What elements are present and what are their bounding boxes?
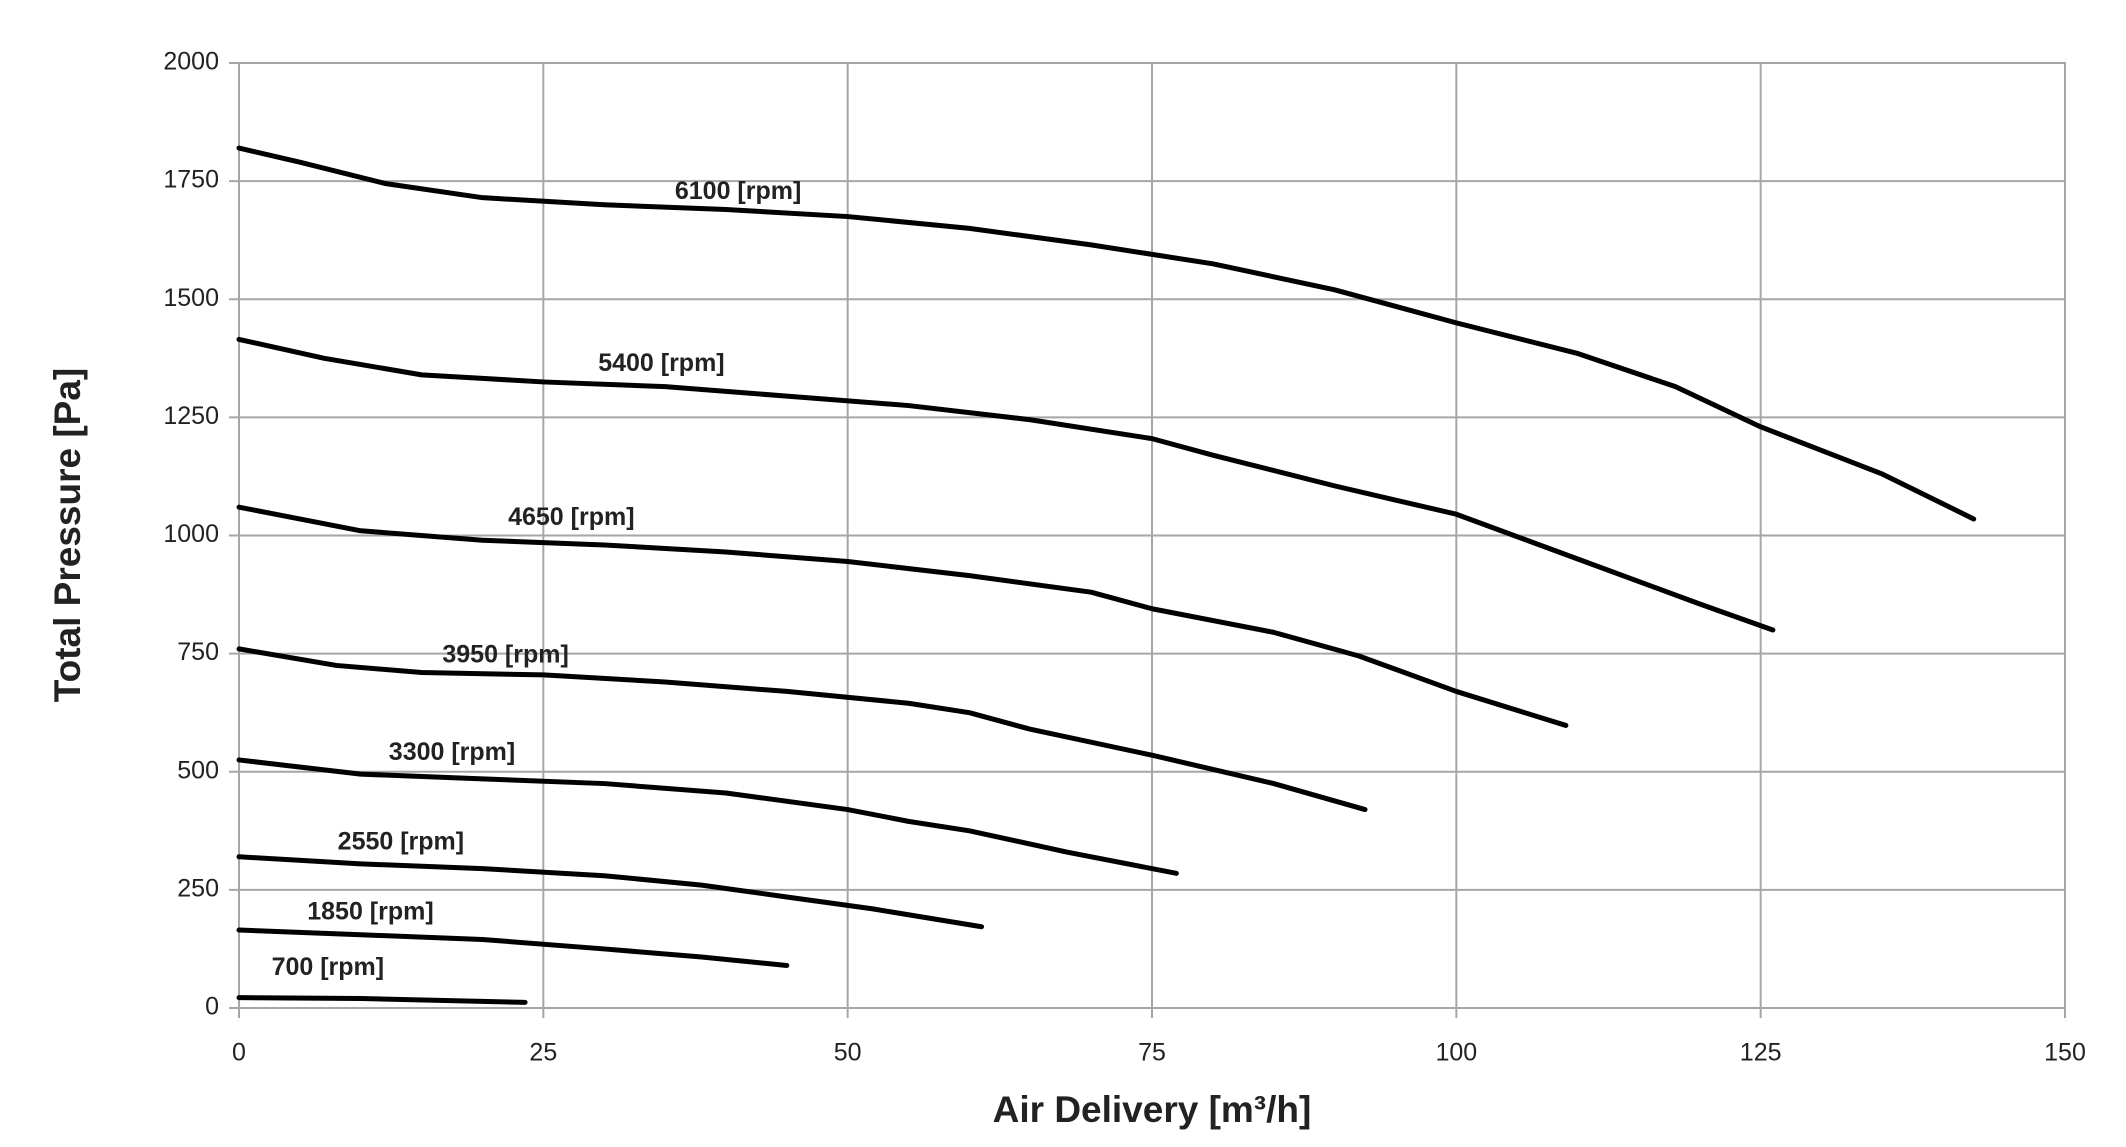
curve [236, 927, 790, 968]
series-label: 700 [rpm] [272, 953, 385, 981]
y-tick-label: 0 [205, 993, 219, 1021]
curve [236, 757, 1179, 876]
y-tick-label: 1000 [163, 520, 219, 548]
curve [236, 995, 528, 1005]
x-tick-label: 0 [232, 1039, 246, 1067]
curve [236, 646, 1368, 813]
series-label: 1850 [rpm] [307, 898, 433, 926]
y-tick-label: 250 [177, 874, 219, 902]
curve [236, 336, 1776, 633]
series-label: 3300 [rpm] [389, 738, 515, 766]
x-tick-label: 50 [834, 1039, 862, 1067]
curve [236, 145, 1977, 522]
x-tick-label: 25 [529, 1039, 557, 1067]
y-axis-title: Total Pressure [Pa] [47, 368, 88, 702]
x-tick-label: 75 [1138, 1039, 1166, 1067]
x-tick-label: 100 [1435, 1039, 1477, 1067]
series-label: 3950 [rpm] [442, 641, 568, 669]
y-tick-label: 1250 [163, 402, 219, 430]
x-tick-label: 125 [1740, 1039, 1782, 1067]
y-tick-label: 750 [177, 638, 219, 666]
series-label: 6100 [rpm] [675, 177, 801, 205]
plot-border [238, 62, 2066, 1009]
y-tick-label: 2000 [163, 48, 219, 76]
x-tick-label: 150 [2044, 1039, 2086, 1067]
series-label: 2550 [rpm] [338, 828, 464, 856]
y-tick-label: 1750 [163, 166, 219, 194]
x-axis-title: Air Delivery [m³/h] [993, 1089, 1312, 1130]
curve [236, 854, 985, 930]
y-tick-label: 1500 [163, 284, 219, 312]
series-label: 4650 [rpm] [508, 503, 634, 531]
curve [236, 504, 1569, 728]
y-tick-label: 500 [177, 756, 219, 784]
series-label: 5400 [rpm] [598, 349, 724, 377]
